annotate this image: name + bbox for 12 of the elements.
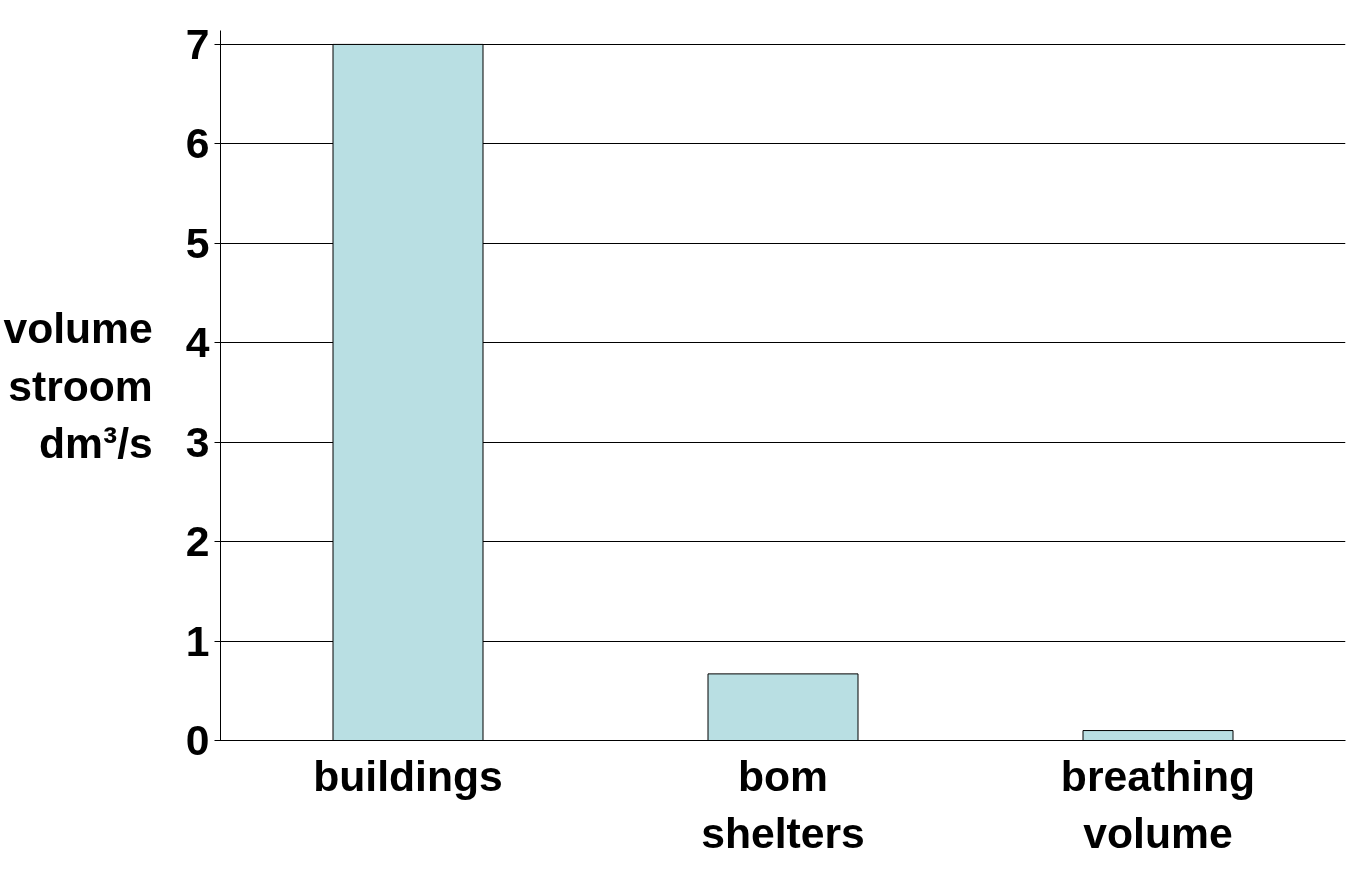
x-tick-label: breathing volume (1060, 751, 1256, 858)
y-tick-label: 6 (185, 119, 210, 168)
x-tick-label: buildings (313, 751, 503, 800)
y-tick-label: 3 (185, 417, 210, 466)
y-tick-label: 0 (185, 716, 210, 764)
y-tick-label: 1 (185, 616, 210, 665)
y-tick-label: 5 (185, 218, 210, 267)
y-tick-label: 4 (185, 318, 210, 367)
y-tick-label: 7 (185, 19, 210, 68)
y-axis-title: volume stroom dm³/s (3, 303, 153, 468)
y-tick-label: 2 (185, 517, 210, 566)
x-tick-label: bom shelters (701, 751, 865, 858)
